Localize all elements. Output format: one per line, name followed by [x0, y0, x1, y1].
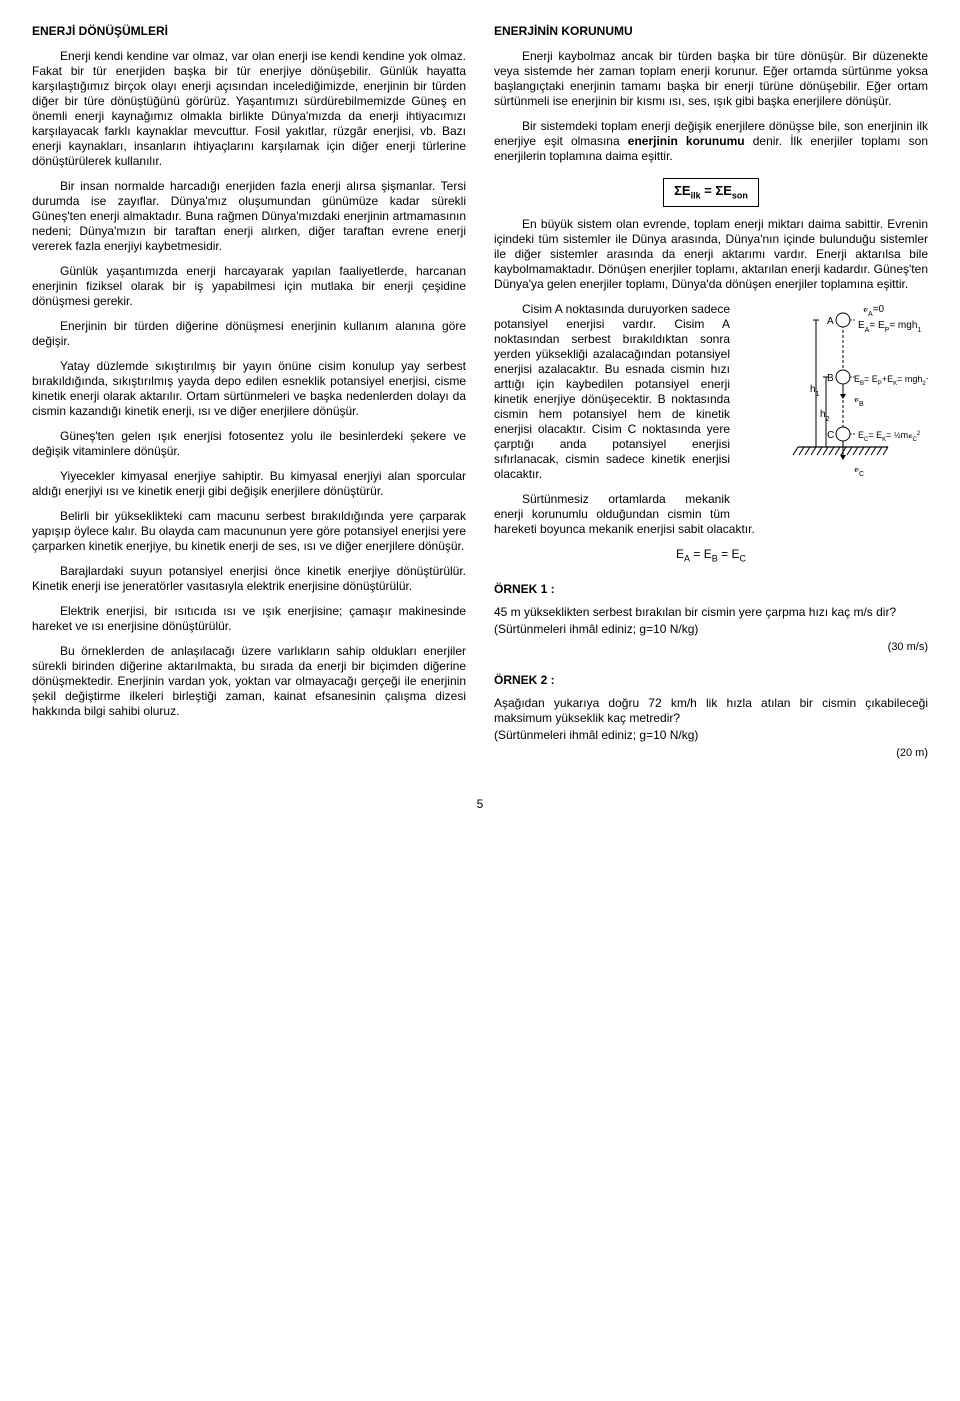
left-column: ENERJİ DÖNÜŞÜMLERİ Enerji kendi kendine … — [32, 24, 466, 769]
svg-text:h1: h1 — [810, 384, 820, 398]
formula-wrap: ΣEilk = ΣEson — [494, 174, 928, 217]
right-p2: Bir sistemdeki toplam enerji değişik ene… — [494, 119, 928, 164]
svg-text:EB= EP+EK= mgh2+½m𝓋B2: EB= EP+EK= mgh2+½m𝓋B2 — [854, 374, 928, 387]
svg-text:EA= EP= mgh1: EA= EP= mgh1 — [858, 320, 921, 334]
svg-text:A: A — [827, 316, 834, 327]
left-p6: Güneş'ten gelen ışık enerjisi fotosentez… — [32, 429, 466, 459]
right-heading: ENERJİNİN KORUNUMU — [494, 24, 928, 39]
energy-diagram-svg: A B C𝓋A=0 EA= EP= mgh1 EB= EP+EK= mgh2+½m𝓋B2… — [738, 302, 928, 502]
eq-abc: EA = EB = EC — [494, 547, 928, 565]
ornek1-question: 45 m yükseklikten serbest bırakılan bir … — [494, 605, 928, 620]
left-p11: Bu örneklerden de anlaşılacağı üzere var… — [32, 644, 466, 719]
svg-text:EC= EK= ½m𝓋C2: EC= EK= ½m𝓋C2 — [858, 430, 921, 443]
left-p8: Belirli bir yükseklikteki cam macunu ser… — [32, 509, 466, 554]
right-p2b: enerjinin korunumu — [628, 134, 745, 148]
ornek2-note: (Sürtünmeleri ihmâl ediniz; g=10 N/kg) — [494, 728, 928, 743]
right-p3: En büyük sistem olan evrende, toplam ene… — [494, 217, 928, 292]
ornek2-answer: (20 m) — [494, 747, 928, 761]
ornek1-heading: ÖRNEK 1 : — [494, 582, 928, 597]
left-p1: Enerji kendi kendine var olmaz, var olan… — [32, 49, 466, 169]
ornek2-heading: ÖRNEK 2 : — [494, 673, 928, 688]
ornek1-answer: (30 m/s) — [494, 641, 928, 655]
svg-text:𝓋A=0: 𝓋A=0 — [863, 304, 884, 318]
page-number: 5 — [32, 797, 928, 812]
energy-diagram: A B C𝓋A=0 EA= EP= mgh1 EB= EP+EK= mgh2+½m𝓋B2… — [738, 302, 928, 506]
svg-text:𝓋B: 𝓋B — [854, 394, 864, 408]
left-p4: Enerjinin bir türden diğerine dönüşmesi … — [32, 319, 466, 349]
energy-conservation-formula: ΣEilk = ΣEson — [663, 178, 759, 207]
left-p10: Elektrik enerjisi, bir ısıtıcıda ısı ve … — [32, 604, 466, 634]
left-p2: Bir insan normalde harcadığı enerjiden f… — [32, 179, 466, 254]
left-heading: ENERJİ DÖNÜŞÜMLERİ — [32, 24, 466, 39]
svg-text:h2: h2 — [820, 409, 830, 423]
right-column: ENERJİNİN KORUNUMU Enerji kaybolmaz anca… — [494, 24, 928, 769]
svg-text:C: C — [827, 430, 834, 441]
left-p7: Yiyecekler kimyasal enerjiye sahiptir. B… — [32, 469, 466, 499]
svg-text:B: B — [827, 373, 834, 384]
ornek1-note: (Sürtünmeleri ihmâl ediniz; g=10 N/kg) — [494, 622, 928, 637]
left-p5: Yatay düzlemde sıkıştırılmış bir yayın ö… — [32, 359, 466, 419]
left-p3: Günlük yaşantımızda enerji harcayarak ya… — [32, 264, 466, 309]
ornek2-question: Aşağıdan yukarıya doğru 72 km/h lik hızl… — [494, 696, 928, 726]
left-p9: Barajlardaki suyun potansiyel enerjisi ö… — [32, 564, 466, 594]
right-p1: Enerji kaybolmaz ancak bir türden başka … — [494, 49, 928, 109]
svg-text:𝓋C: 𝓋C — [854, 464, 864, 478]
